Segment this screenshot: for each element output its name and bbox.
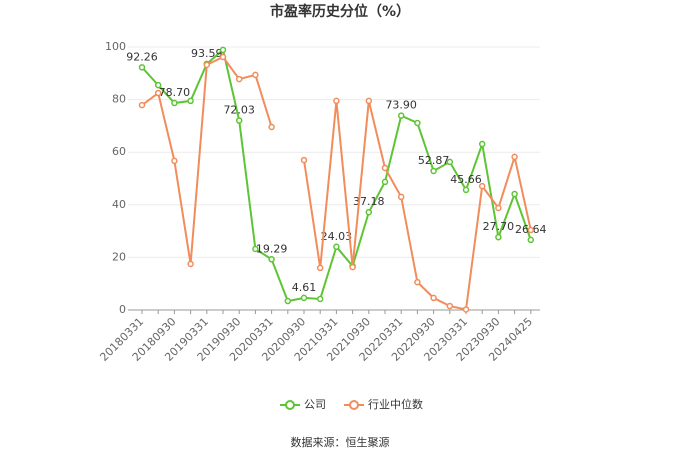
point xyxy=(268,256,275,263)
point xyxy=(300,156,308,164)
source-note: 数据来源：恒生聚源 xyxy=(291,435,390,449)
point xyxy=(235,117,243,124)
point xyxy=(478,182,486,190)
value-label: 52.87 xyxy=(418,154,450,167)
point xyxy=(171,157,178,165)
y-tick-label: 80 xyxy=(112,93,126,106)
value-label: 4.61 xyxy=(292,281,317,294)
legend-item[interactable]: 行业中位数 xyxy=(344,397,423,411)
point xyxy=(430,294,437,302)
point xyxy=(252,245,259,253)
point xyxy=(171,99,178,107)
point xyxy=(154,81,162,89)
point xyxy=(187,260,194,268)
point xyxy=(187,97,194,105)
value-label: 37.18 xyxy=(353,195,385,208)
value-label: 19.29 xyxy=(256,242,288,255)
point xyxy=(268,123,275,131)
point xyxy=(462,306,470,313)
y-tick-label: 20 xyxy=(112,250,126,263)
point xyxy=(446,158,454,166)
point xyxy=(333,97,340,105)
y-tick-label: 40 xyxy=(112,198,126,211)
value-label: 92.26 xyxy=(126,50,158,63)
point xyxy=(154,89,162,97)
point xyxy=(414,119,421,127)
point xyxy=(316,295,324,303)
point xyxy=(527,236,535,244)
point xyxy=(138,101,146,109)
point xyxy=(365,208,373,216)
point xyxy=(478,140,486,148)
value-label: 72.03 xyxy=(223,104,255,117)
point xyxy=(252,71,259,79)
y-tick-label: 0 xyxy=(119,303,126,316)
point xyxy=(381,178,389,186)
point xyxy=(446,302,454,310)
point xyxy=(430,167,437,175)
value-label: 73.90 xyxy=(385,99,417,112)
point xyxy=(349,263,356,271)
value-label: 45.66 xyxy=(450,173,482,186)
value-label: 27.70 xyxy=(483,220,515,233)
legend-label: 公司 xyxy=(304,398,326,411)
point xyxy=(414,278,421,286)
point xyxy=(511,153,518,161)
legend-marker xyxy=(349,400,359,410)
value-label: 93.59 xyxy=(191,47,223,60)
point xyxy=(333,243,340,251)
point xyxy=(462,186,470,194)
y-tick-label: 60 xyxy=(112,145,126,158)
point xyxy=(495,233,502,241)
point xyxy=(138,64,146,71)
legend-label: 行业中位数 xyxy=(368,397,423,411)
y-tick-label: 100 xyxy=(105,40,126,53)
point xyxy=(219,53,227,61)
point xyxy=(511,190,518,198)
point xyxy=(365,97,373,105)
point xyxy=(203,61,211,69)
legend-item[interactable]: 公司 xyxy=(280,398,326,411)
point xyxy=(316,264,324,272)
point xyxy=(219,46,227,54)
point xyxy=(284,297,292,305)
chart-title: 市盈率历史分位（%） xyxy=(270,3,410,20)
point xyxy=(397,193,405,201)
point xyxy=(300,294,308,302)
point xyxy=(235,75,243,83)
value-label: 78.70 xyxy=(159,86,191,99)
value-label: 24.03 xyxy=(321,230,353,243)
point xyxy=(527,226,535,234)
point xyxy=(495,204,502,212)
point xyxy=(381,164,389,172)
legend-marker xyxy=(285,400,295,410)
point xyxy=(397,112,405,119)
